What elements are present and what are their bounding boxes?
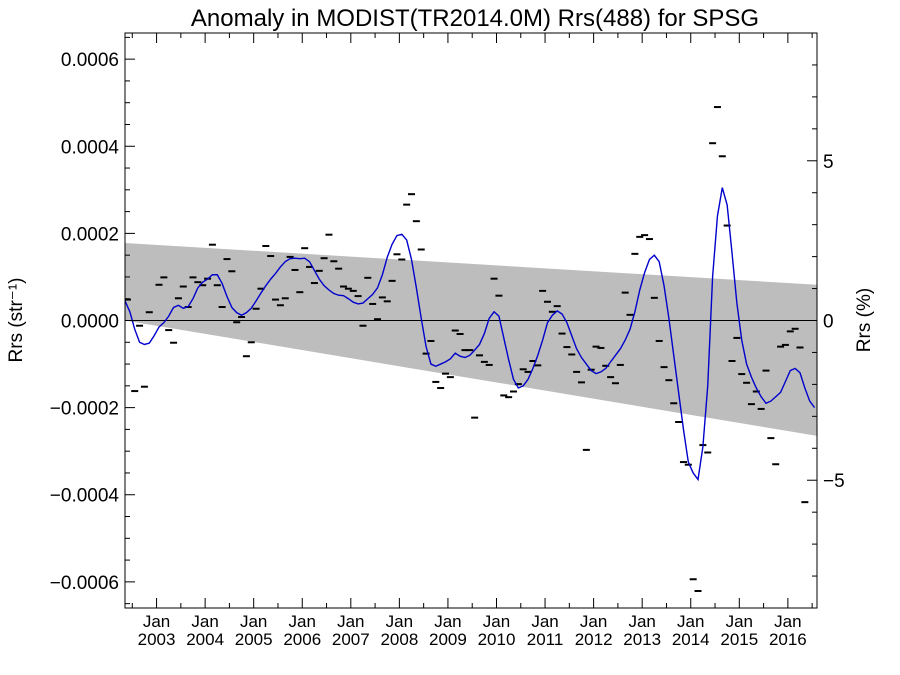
x-tick-month-label: Jan xyxy=(240,612,267,631)
x-tick-month-label: Jan xyxy=(580,612,607,631)
x-tick-year-label: 2010 xyxy=(478,630,516,649)
x-tick-year-label: 2014 xyxy=(672,630,710,649)
x-tick-year-label: 2004 xyxy=(186,630,224,649)
x-tick-month-label: Jan xyxy=(434,612,461,631)
x-tick-month-label: Jan xyxy=(774,612,801,631)
x-tick-year-label: 2011 xyxy=(527,630,564,649)
y2-tick-label: 5 xyxy=(823,152,834,173)
x-tick-year-label: 2006 xyxy=(283,630,321,649)
x-tick-month-label: Jan xyxy=(531,612,558,631)
y-tick-label: −0.0004 xyxy=(50,486,120,507)
chart-title: Anomaly in MODIST(TR2014.0M) Rrs(488) fo… xyxy=(191,5,759,32)
y-tick-label: −0.0006 xyxy=(50,573,119,594)
x-tick-month-label: Jan xyxy=(726,612,753,631)
x-tick-year-label: 2003 xyxy=(138,630,176,649)
x-tick-month-label: Jan xyxy=(677,612,704,631)
x-tick-month-label: Jan xyxy=(337,612,364,631)
x-tick-month-label: Jan xyxy=(386,612,413,631)
x-tick-year-label: 2015 xyxy=(720,630,758,649)
y2-tick-label: −5 xyxy=(823,471,845,492)
left-y-axis-label: Rrs (str⁻¹) xyxy=(6,278,27,363)
right-y-axis-label: Rrs (%) xyxy=(854,288,875,352)
y-tick-label: −0.0002 xyxy=(50,399,119,420)
x-tick-year-label: 2009 xyxy=(429,630,467,649)
x-tick-year-label: 2005 xyxy=(235,630,273,649)
x-tick-month-label: Jan xyxy=(191,612,218,631)
left-y-axis: 0.0006 0.0004 0.0002 0.0000 −0.0002 −0.0004 −0… xyxy=(50,36,135,605)
x-tick-year-label: 2013 xyxy=(623,630,661,649)
x-tick-month-label: Jan xyxy=(143,612,170,631)
right-y-axis: 5 0 −5 xyxy=(807,64,845,577)
x-tick-year-label: 2012 xyxy=(575,630,613,649)
y-tick-label: 0.0000 xyxy=(61,312,119,333)
monthly-anomaly-marks xyxy=(125,106,809,593)
x-tick-year-label: 2016 xyxy=(769,630,807,649)
y-tick-label: 0.0004 xyxy=(61,137,120,158)
x-tick-month-label: Jan xyxy=(628,612,655,631)
x-axis: Jan2003Jan2004Jan2005Jan2006Jan2007Jan20… xyxy=(131,33,813,649)
x-tick-month-label: Jan xyxy=(289,612,316,631)
x-tick-year-label: 2007 xyxy=(332,630,370,649)
x-tick-year-label: 2008 xyxy=(380,630,418,649)
y2-tick-label: 0 xyxy=(823,312,834,333)
y-tick-label: 0.0002 xyxy=(61,224,119,245)
y-tick-label: 0.0006 xyxy=(61,50,119,71)
smoothed-series-line xyxy=(125,187,816,482)
plot-area xyxy=(125,106,817,593)
x-tick-month-label: Jan xyxy=(483,612,510,631)
